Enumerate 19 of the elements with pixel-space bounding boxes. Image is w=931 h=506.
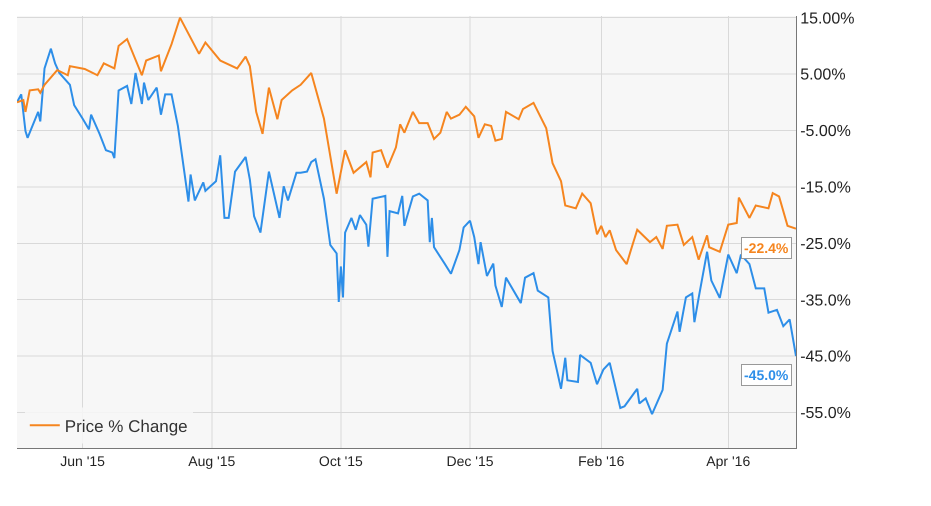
x-tick-label: Aug '15 <box>188 452 236 469</box>
x-tick-label: Dec '15 <box>446 452 494 469</box>
y-tick-label: 15.00% <box>800 10 854 28</box>
y-tick-label: -55.0% <box>800 405 851 422</box>
annotation: -45.0% <box>744 367 789 383</box>
legend-label: Price % Change <box>64 416 188 436</box>
annotation: -22.4% <box>744 240 789 256</box>
y-tick-label: -25.0% <box>800 236 851 253</box>
line-series <box>17 48 796 416</box>
y-tick-label: -15.0% <box>800 179 851 196</box>
x-tick-label: Jun '15 <box>60 452 106 469</box>
y-tick-label: -5.00% <box>800 123 851 140</box>
x-tick-label: Oct '15 <box>318 452 364 469</box>
y-tick-label: 5.00% <box>800 66 846 84</box>
y-tick-label: -45.0% <box>800 348 851 366</box>
x-tick-label: Feb '16 <box>578 452 625 469</box>
y-tick-label: -35.0% <box>800 292 851 310</box>
x-tick-label: Apr '16 <box>706 452 750 469</box>
line-series <box>17 16 796 266</box>
